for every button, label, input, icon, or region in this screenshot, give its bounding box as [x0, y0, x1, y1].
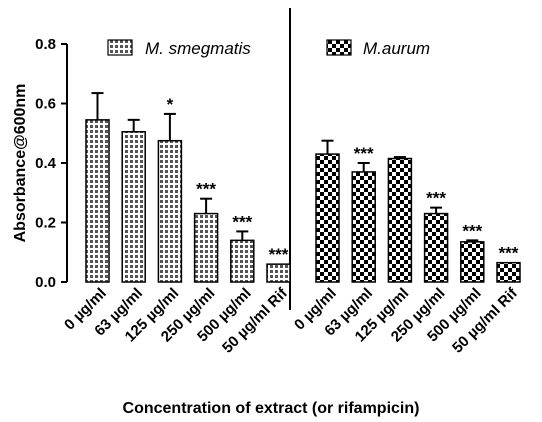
significance-label: ***	[196, 180, 216, 199]
significance-label: ***	[232, 212, 252, 231]
bar	[266, 263, 291, 283]
error-bars	[91, 92, 479, 242]
significance-label: ***	[269, 245, 289, 264]
bar	[193, 212, 219, 283]
bar	[230, 239, 255, 283]
y-tick-label: 0.2	[35, 215, 56, 232]
significance-label: ***	[499, 244, 519, 263]
bar	[496, 261, 521, 283]
y-ticks: 0.0 0.2 0.4 0.6 0.8	[35, 36, 67, 291]
bar	[423, 212, 449, 283]
bar	[351, 171, 376, 283]
significance-label: ***	[354, 144, 374, 163]
significance-markers: **********************	[167, 95, 519, 264]
y-tick-label: 0.6	[35, 96, 56, 113]
y-tick-label: 0.4	[35, 155, 57, 172]
significance-label: *	[167, 95, 174, 114]
legend-label-m-aurum: M.aurum	[363, 39, 430, 58]
significance-label: ***	[462, 221, 482, 240]
legend-swatch-m-smegmatis	[107, 39, 133, 56]
bar	[387, 157, 413, 283]
legend-swatch-m-aurum	[326, 39, 352, 56]
legend-label-m-smegmatis: M. smegmatis	[145, 39, 251, 58]
bar	[85, 119, 110, 283]
bars	[85, 119, 521, 283]
bar	[121, 131, 146, 283]
y-tick-label: 0.8	[35, 36, 56, 53]
significance-label: ***	[426, 189, 446, 208]
bar	[157, 139, 183, 283]
y-axis-title: Absorbance@600nm	[12, 84, 29, 243]
bar	[315, 153, 340, 283]
bar	[460, 241, 485, 283]
legend: M. smegmatis M.aurum	[107, 39, 430, 58]
y-tick-label: 0.0	[35, 274, 56, 291]
x-axis-title: Concentration of extract (or rifampicin)	[123, 400, 420, 417]
